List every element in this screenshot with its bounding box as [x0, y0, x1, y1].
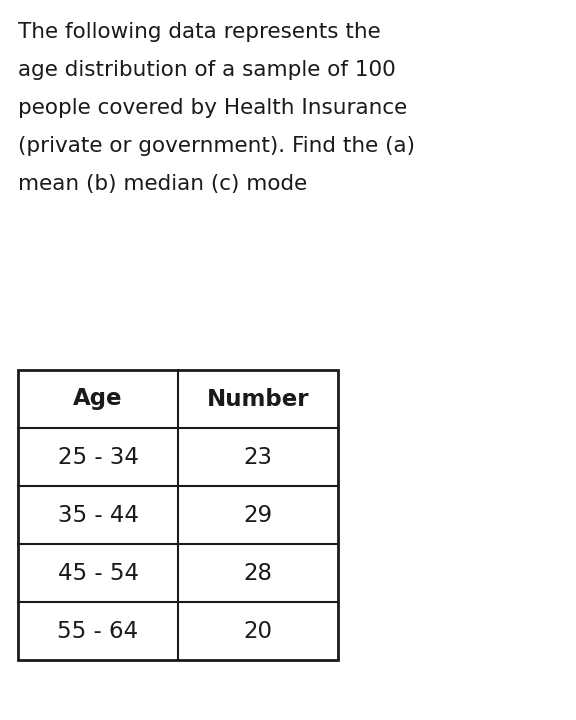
Text: age distribution of a sample of 100: age distribution of a sample of 100	[18, 60, 396, 80]
Text: 55 - 64: 55 - 64	[58, 619, 139, 642]
Bar	[18, 370, 338, 660]
Text: people covered by Health Insurance: people covered by Health Insurance	[18, 98, 407, 118]
Text: 28: 28	[244, 562, 272, 585]
Text: 35 - 44: 35 - 44	[58, 503, 138, 526]
Text: 45 - 54: 45 - 54	[58, 562, 138, 585]
Text: 25 - 34: 25 - 34	[58, 446, 138, 469]
Text: mean (b) median (c) mode: mean (b) median (c) mode	[18, 174, 307, 194]
Text: 20: 20	[244, 619, 272, 642]
Text: The following data represents the: The following data represents the	[18, 22, 381, 42]
Text: 29: 29	[244, 503, 272, 526]
Text: Age: Age	[73, 387, 123, 410]
Text: Number: Number	[207, 387, 309, 410]
Text: 23: 23	[244, 446, 272, 469]
Text: (private or government). Find the (a): (private or government). Find the (a)	[18, 136, 415, 156]
